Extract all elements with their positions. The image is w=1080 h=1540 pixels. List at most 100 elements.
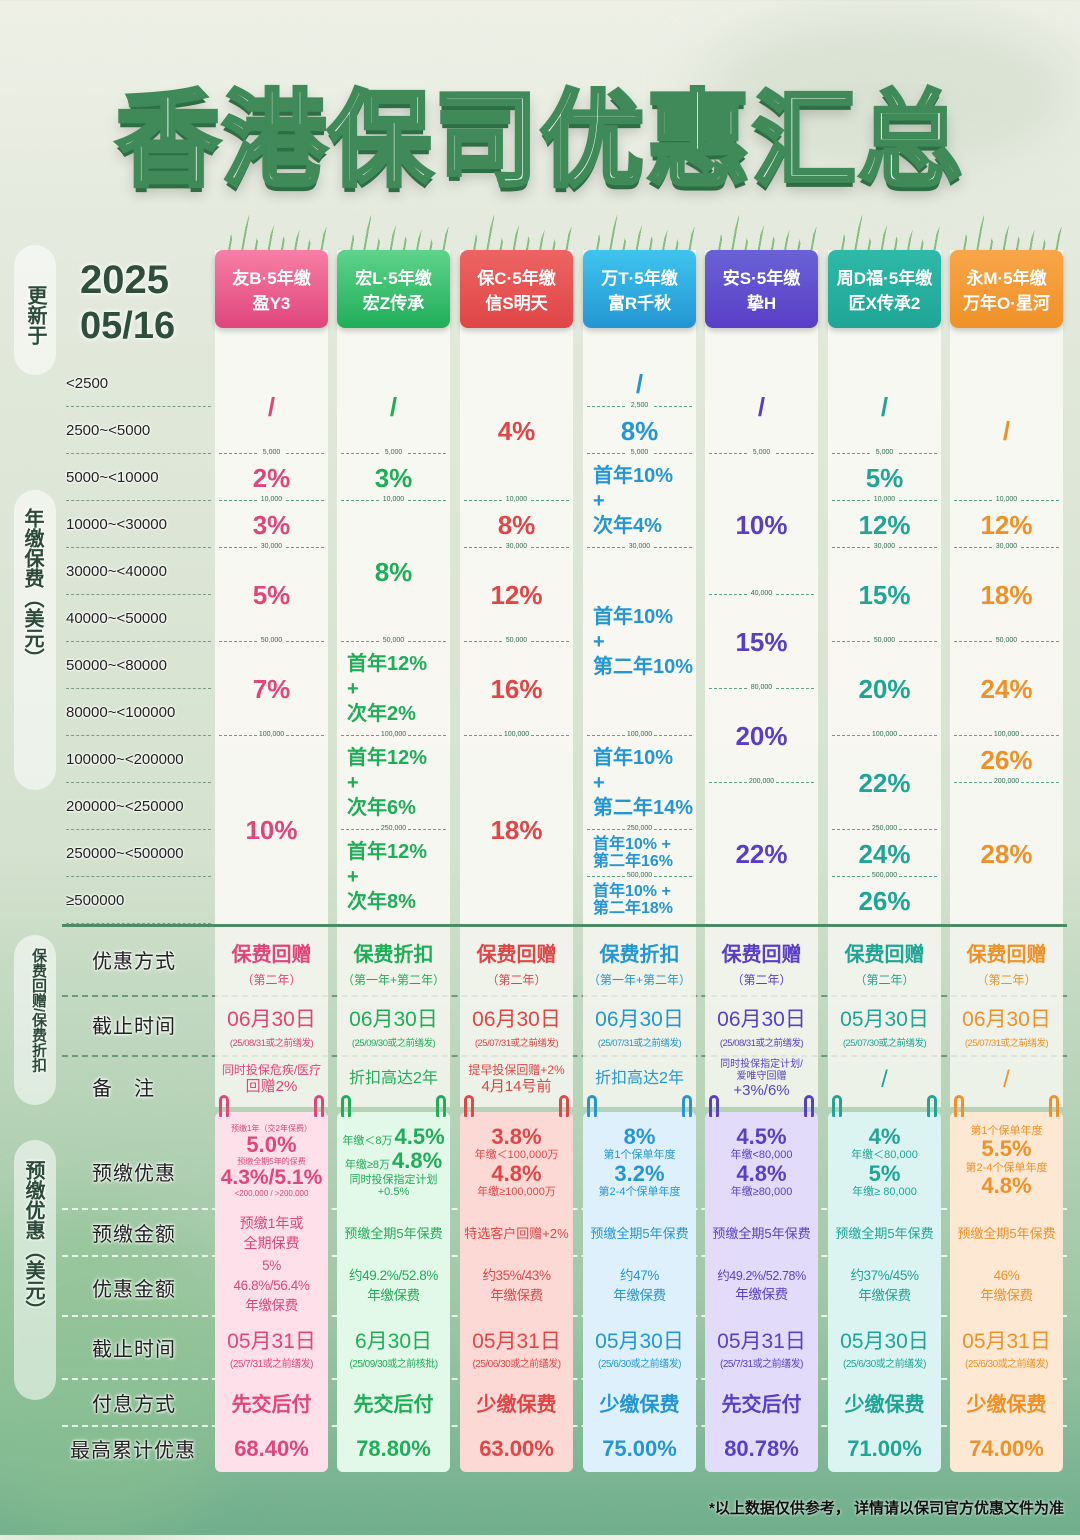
premium-cell: 100,000 首年10% + 第二年14% <box>583 731 696 830</box>
prepay-deadline-note: (25/6/30或之前缮发) <box>842 1359 927 1370</box>
premium-cell: 500,000 26% <box>828 872 941 924</box>
binder-ring-icon <box>709 1095 719 1117</box>
premium-cell: 100,000 22% <box>828 731 941 830</box>
binder-ring-icon <box>1049 1095 1059 1117</box>
prepay-offer-line: <200,000 / >200,000 <box>234 1188 309 1199</box>
payment-cell: 先交后付 <box>215 1380 328 1425</box>
premium-line: 28% <box>980 838 1033 869</box>
premium-line: + <box>347 677 359 700</box>
premium-line: 首年10% <box>593 464 674 487</box>
company-label: 宏L·5年缴 <box>355 269 432 288</box>
premium-value: 24% <box>980 674 1032 704</box>
premium-cell: 80,000 20% <box>705 684 818 783</box>
payment-method: 少缴保费 <box>966 1394 1047 1416</box>
prepay-card <box>337 1112 450 1472</box>
row-label-discount-amount: 优惠金额 <box>92 1279 176 1301</box>
premium-value: 5% <box>253 580 291 610</box>
deadline: 06月30日 <box>349 1008 438 1031</box>
payment-cell: 少缴保费 <box>583 1380 696 1425</box>
prepay-offer-line: 年缴＜100,000万 <box>475 1149 559 1161</box>
discount-amount-line: 约49.2%/52.78% <box>717 1268 806 1283</box>
note-line: / <box>881 1065 888 1093</box>
rebate-column <box>950 927 1063 1107</box>
discount-amount-line: 约37%/45% <box>850 1267 919 1283</box>
discount-amount-line: 年缴保费 <box>490 1288 543 1303</box>
premium-cell: / <box>705 360 818 454</box>
payment-cell: 先交后付 <box>337 1380 450 1425</box>
payment-method: 先交后付 <box>353 1394 434 1416</box>
note-line: 折扣高达2年 <box>349 1070 438 1088</box>
premium-line: 26% <box>980 744 1033 775</box>
updated-pill <box>14 245 56 375</box>
row-label-prepay-deadline: 截止时间 <box>92 1339 176 1361</box>
company-label: 友B·5年缴 <box>232 269 311 288</box>
prepay-amount-cell: 预缴全期5年保费 <box>337 1210 450 1255</box>
premium-value: 15% <box>735 627 787 657</box>
max-discount: 78.80% <box>356 1435 431 1461</box>
row-label-payment: 付息方式 <box>92 1394 176 1416</box>
premium-cell: 5,000 10% <box>705 449 818 595</box>
premium-line: 22% <box>735 838 788 869</box>
prepay-offer-line: +0.5% <box>378 1186 410 1198</box>
prepay-amount: 预缴全期5年保费 <box>835 1226 934 1241</box>
note-line: 折扣高达2年 <box>595 1070 684 1088</box>
premium-cell: 250,000 24% <box>828 825 941 877</box>
page-title: 香港保司优惠汇总 <box>114 81 964 201</box>
premium-value: 15% <box>858 580 910 610</box>
rebate-column <box>337 927 450 1107</box>
threshold-label: 500,000 <box>587 871 692 881</box>
method: 保费回赠 <box>476 943 557 966</box>
premium-line: + <box>593 630 605 653</box>
prepay-amount: 预缴全期5年保费 <box>712 1226 811 1241</box>
deadline-note: (25/07/30或之前缮发) <box>842 1038 927 1049</box>
discount-amount-line: 年缴保费 <box>858 1288 911 1303</box>
deadline-cell: 06月30日 (25/08/31或之前缮发) <box>705 997 818 1055</box>
premium-line: 24% <box>980 674 1033 704</box>
row-label-max: 最高累计优惠 <box>70 1440 196 1462</box>
payment-cell: 先交后付 <box>705 1380 818 1425</box>
threshold-label: 30,000 <box>587 542 692 552</box>
prepay-offer-line: 4.8% <box>491 1161 541 1186</box>
premium-value: / <box>636 369 643 399</box>
deadline-note: (25/08/31或之前缮发) <box>719 1038 804 1049</box>
discount-amount-line: 约49.2%/52.8% <box>348 1267 438 1283</box>
premium-cell: 200,000 22% <box>705 778 818 924</box>
offer-caption: 年缴≥8万 <box>344 1159 390 1172</box>
premium-line: + <box>593 489 605 512</box>
threshold-label: 10,000 <box>832 495 937 505</box>
method-note: （第二年） <box>854 972 915 987</box>
prepay-amount-cell: 预缴全期5年保费 <box>705 1210 818 1255</box>
threshold-label: 5,000 <box>709 448 814 458</box>
prepay-amount: 全期保费 <box>243 1234 300 1251</box>
note-cell: 折扣高达2年 <box>337 1057 450 1102</box>
deadline-cell: 06月30日 (25/07/31或之前缮发) <box>950 997 1063 1055</box>
note-line: 4月14号前 <box>481 1077 552 1095</box>
premium-line: + <box>593 771 605 794</box>
company-label: 永M·5年缴 <box>966 269 1047 288</box>
discount-amount-cell: 约37%/45% 年缴保费 <box>828 1257 941 1315</box>
premium-cell: 10,000 8% <box>460 496 573 548</box>
offer-caption: <200,000 / >200,000 <box>234 1188 309 1198</box>
premium-row-label: 30000~<40000 <box>66 548 211 595</box>
method-cell: 保费回赠 （第二年） <box>705 930 818 995</box>
premium-row-label: 80000~<100000 <box>66 689 211 736</box>
premium-value: 首年10% + 第二年14% <box>583 746 693 821</box>
premium-line: / <box>880 392 889 422</box>
offer-caption: 年缴＜100,000万 <box>474 1149 559 1162</box>
binder-ring-icon <box>682 1095 692 1117</box>
binder-ring-icon <box>436 1095 446 1117</box>
grass-decoration <box>705 215 818 255</box>
premium-line: 12% <box>980 509 1033 540</box>
premium-row-label: 250000~<500000 <box>66 830 211 877</box>
note-cell: / <box>950 1057 1063 1102</box>
premium-line: 26% <box>858 885 911 916</box>
rebate-column <box>705 927 818 1107</box>
prepay-offer-cell: 年缴＜8万 4.5% 年缴≥8万 4.8% 同时投保指定计划 +0.5% <box>337 1115 450 1208</box>
premium-line: 首年12% <box>347 746 428 769</box>
offer-value: 5.5% <box>981 1136 1032 1162</box>
premium-value: 首年10% + 第二年10% <box>583 605 693 680</box>
product-header-card: 安S·5年缴 挚H <box>705 250 818 328</box>
premium-line: 16% <box>490 674 543 704</box>
offer-caption: 年缴<80,000 <box>730 1149 793 1162</box>
method: 保费折扣 <box>353 943 434 966</box>
